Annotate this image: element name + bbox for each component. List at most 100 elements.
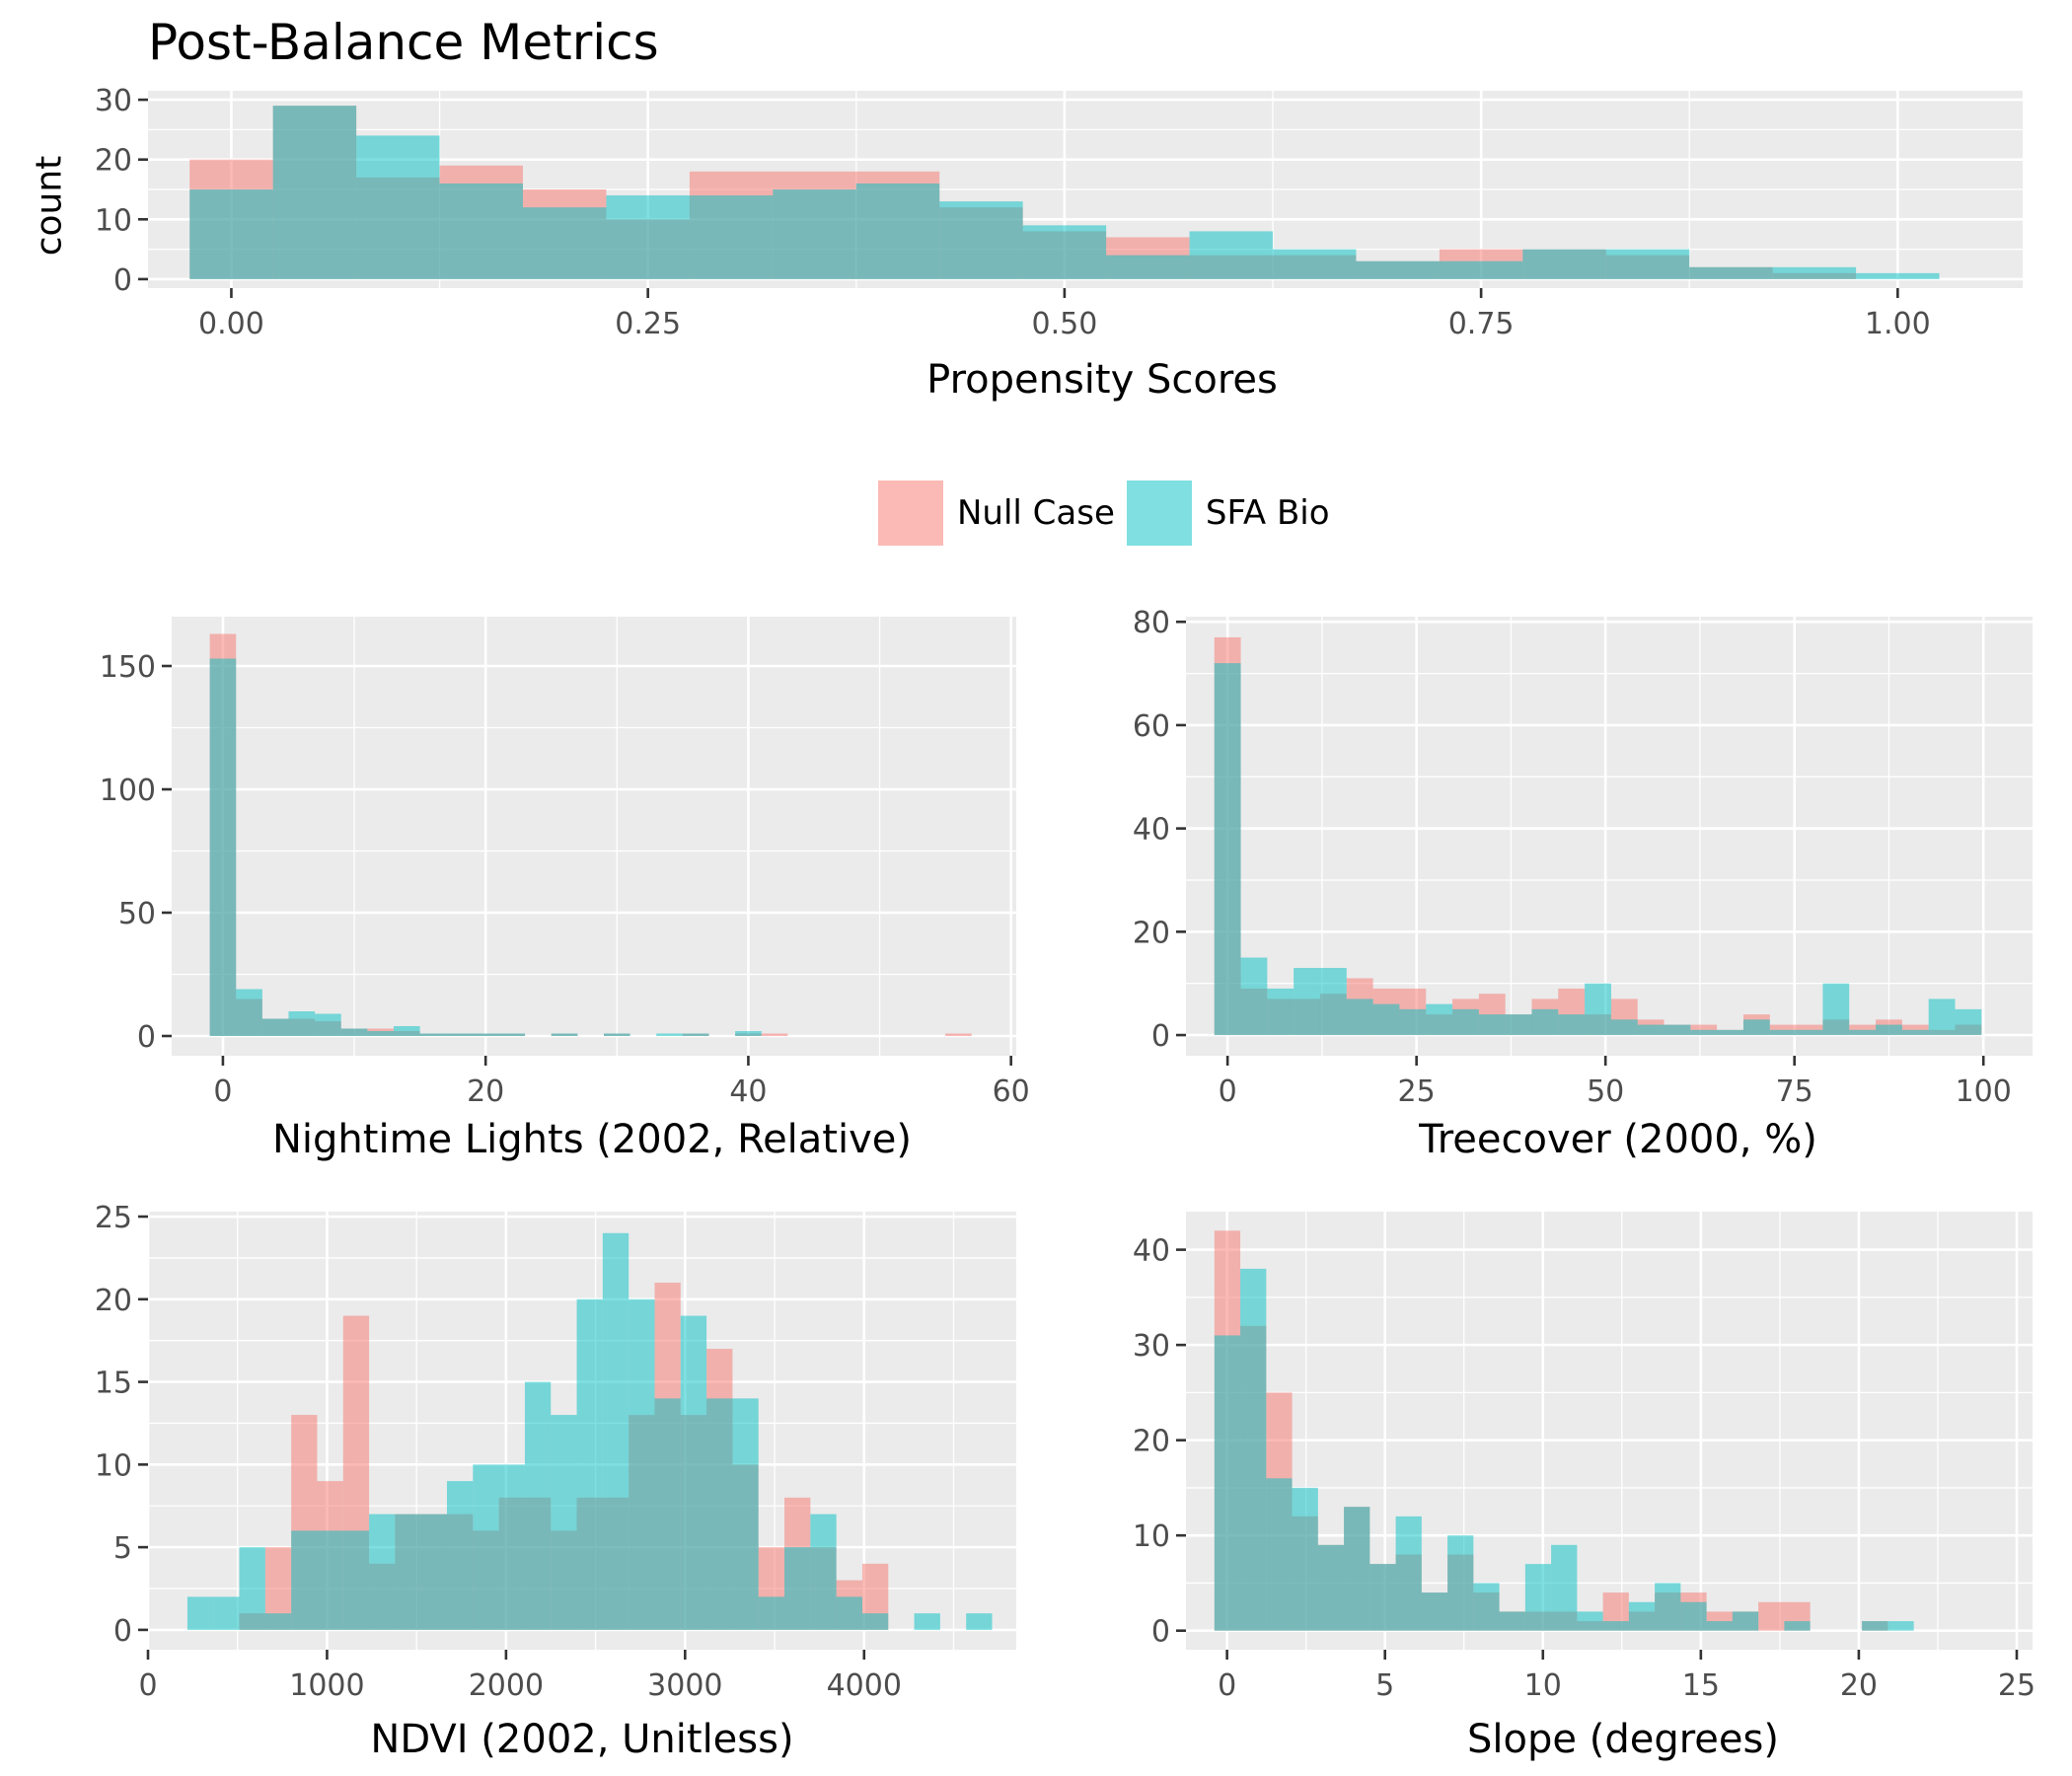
- histogram-bar: [315, 1013, 341, 1036]
- histogram-bar: [1849, 1029, 1877, 1036]
- histogram-bar: [1266, 1478, 1293, 1631]
- histogram-bar: [735, 1031, 762, 1036]
- histogram-bar: [1395, 1516, 1422, 1631]
- axes: 0 1000 2000 3000 4000 0 5 10 15 20 25: [95, 1201, 902, 1703]
- y-tick-label: 50: [118, 897, 156, 931]
- histogram-bar: [1901, 1029, 1929, 1036]
- x-tick-label: 0: [138, 1668, 157, 1703]
- histogram-bar: [606, 195, 690, 279]
- histogram-bar: [447, 1481, 474, 1630]
- histogram-bar: [1605, 249, 1690, 279]
- histogram-bar: [473, 1464, 499, 1630]
- histogram-bar: [1439, 260, 1523, 279]
- histogram-bar: [784, 1547, 811, 1630]
- x-tick-label: 25: [1998, 1668, 2035, 1703]
- histogram-bar: [773, 189, 856, 279]
- histogram-bar: [1240, 957, 1268, 1036]
- histogram-bar: [1717, 1029, 1743, 1036]
- histogram-bar: [1732, 1611, 1759, 1631]
- histogram-bar: [1022, 225, 1107, 279]
- histogram-bar: [1769, 1029, 1797, 1036]
- histogram-bar: [498, 1464, 525, 1630]
- histogram-bar: [1796, 1029, 1823, 1036]
- histogram-bar: [523, 207, 607, 279]
- histogram-bar: [966, 1613, 993, 1630]
- histogram-bar: [1772, 266, 1857, 279]
- legend: Null Case SFA Bio: [878, 480, 1342, 547]
- x-tick-label: 4000: [827, 1668, 902, 1703]
- series-sfa-bio: [186, 1232, 993, 1630]
- histogram-bar: [861, 1613, 889, 1630]
- y-tick-label: 150: [100, 650, 156, 685]
- legend-label-sfa-bio: SFA Bio: [1205, 493, 1330, 533]
- histogram-bar: [317, 1530, 343, 1630]
- histogram-bar: [1273, 249, 1357, 279]
- histogram-bar: [189, 189, 273, 279]
- histogram-bar: [732, 1398, 759, 1630]
- histogram-bar: [1294, 968, 1320, 1036]
- histogram-bar: [914, 1613, 940, 1630]
- histogram-bar: [602, 1232, 629, 1630]
- histogram-bar: [1372, 1003, 1400, 1036]
- legend-key-sfa-bio: [1126, 481, 1192, 546]
- x-tick-label: 10: [1524, 1668, 1562, 1703]
- histogram-bar: [1558, 1014, 1586, 1036]
- histogram-bar: [810, 1514, 837, 1630]
- histogram-bar: [1602, 1621, 1629, 1631]
- histogram-bar: [524, 1381, 552, 1630]
- histogram-bar: [1690, 1029, 1718, 1036]
- histogram-bar: [654, 1398, 681, 1630]
- histogram-bar: [1758, 1601, 1785, 1631]
- x-tick-label: 0: [1219, 1074, 1237, 1109]
- figure-title: Post-Balance Metrics: [148, 14, 659, 71]
- histogram-bar: [239, 1547, 265, 1630]
- x-tick-label: 75: [1776, 1074, 1813, 1109]
- histogram-bar: [1628, 1601, 1656, 1631]
- histogram-bar: [706, 1398, 733, 1630]
- histogram-bar: [264, 1613, 292, 1630]
- x-tick-label: 20: [467, 1074, 504, 1109]
- histogram-bar: [1421, 1592, 1448, 1631]
- histogram-bar: [1214, 663, 1241, 1036]
- histogram-bar: [1637, 1024, 1665, 1036]
- y-tick-label: 40: [1133, 813, 1170, 848]
- y-tick-label: 40: [1133, 1234, 1170, 1269]
- histogram-bar: [186, 1596, 214, 1630]
- y-tick-label: 5: [113, 1531, 132, 1566]
- histogram-bar: [213, 1596, 240, 1630]
- series-sfa-bio: [209, 658, 762, 1036]
- x-tick-label: 100: [1956, 1074, 2012, 1109]
- y-tick-label: 60: [1133, 709, 1170, 744]
- y-tick-label: 25: [95, 1201, 132, 1235]
- axes: 0 5 10 15 20 25 0 10 20 30 40: [1133, 1234, 2035, 1703]
- histogram-bar: [1522, 249, 1606, 279]
- y-tick-label: 10: [95, 203, 132, 238]
- histogram-bar: [1784, 1621, 1811, 1631]
- histogram-bar: [291, 1530, 318, 1630]
- y-tick-label: 80: [1133, 606, 1170, 640]
- histogram-bar: [1344, 1507, 1370, 1631]
- histogram-bar: [1478, 1014, 1506, 1036]
- x-axis-title-ndvi: NDVI (2002, Unitless): [370, 1717, 794, 1762]
- legend-item-sfa-bio: SFA Bio: [1126, 481, 1330, 546]
- histogram-bar: [761, 1033, 788, 1036]
- histogram-bar: [1189, 231, 1273, 279]
- histogram-bar: [472, 1033, 499, 1036]
- x-tick-label: 60: [993, 1074, 1030, 1109]
- histogram-bar: [1680, 1601, 1707, 1631]
- histogram-bar: [420, 1514, 448, 1630]
- x-tick-label: 0.50: [1031, 307, 1097, 341]
- histogram-bar: [1585, 983, 1611, 1036]
- x-tick-label: 0.75: [1448, 307, 1515, 341]
- histogram-bar: [1240, 1268, 1267, 1631]
- histogram-bar: [261, 1018, 289, 1036]
- y-tick-label: 30: [1133, 1329, 1170, 1364]
- histogram-bar: [395, 1514, 421, 1630]
- histogram-bar: [1473, 1583, 1500, 1631]
- panel-nightlights: 0 20 40 60 0 50 100 150: [100, 617, 1030, 1109]
- histogram-bar: [1822, 983, 1850, 1036]
- histogram-bar: [1399, 1008, 1427, 1036]
- histogram-bar: [758, 1596, 785, 1630]
- x-axis-title-treecover: Treecover (2000, %): [1419, 1117, 1817, 1162]
- histogram-bar: [1426, 1003, 1453, 1036]
